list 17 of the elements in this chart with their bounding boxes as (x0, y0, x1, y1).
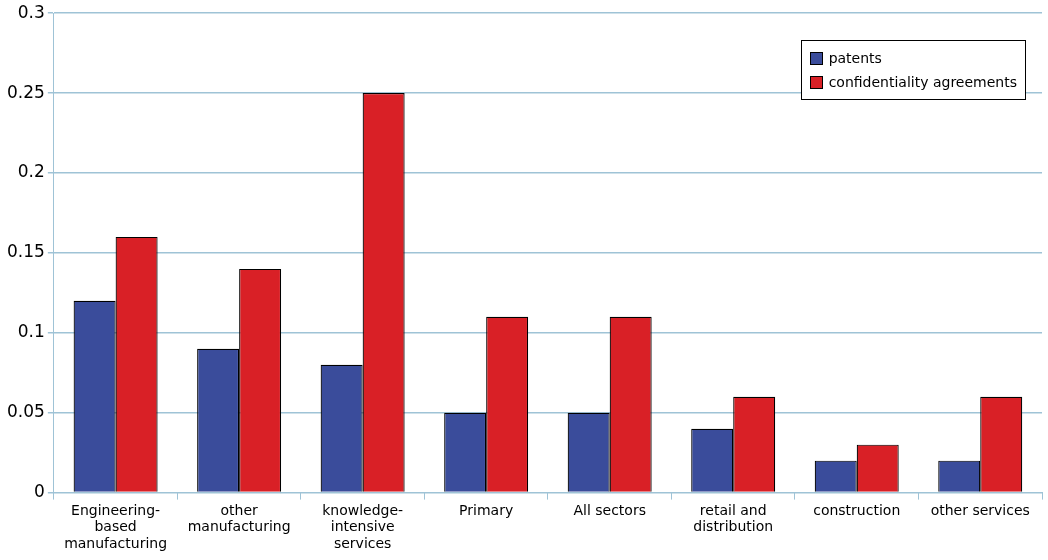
legend-label: confidentiality agreements (828, 73, 1017, 92)
x-tick-label: other manufacturing (187, 501, 291, 535)
x-tick-label: Primary (459, 501, 514, 518)
y-tick-label: 0 (34, 481, 45, 502)
y-tick-label: 0.15 (6, 241, 45, 262)
x-tick-label: All sectors (573, 501, 646, 518)
y-tick-label: 0.05 (6, 401, 45, 422)
x-tick-label: construction (813, 501, 901, 518)
x-tick-label: knowledge-intensive services (322, 501, 404, 552)
legend-label: patents (828, 49, 882, 68)
x-tick-label: other services (930, 501, 1030, 518)
y-tick-label: 0.25 (6, 81, 45, 102)
y-tick-label: 0.2 (17, 161, 45, 182)
x-tick-label: Engineering-based manufacturing (64, 501, 168, 552)
y-tick-label: 0.3 (17, 1, 45, 22)
x-tick-label: retail and distribution (693, 501, 774, 535)
y-tick-label: 0.1 (17, 321, 45, 342)
